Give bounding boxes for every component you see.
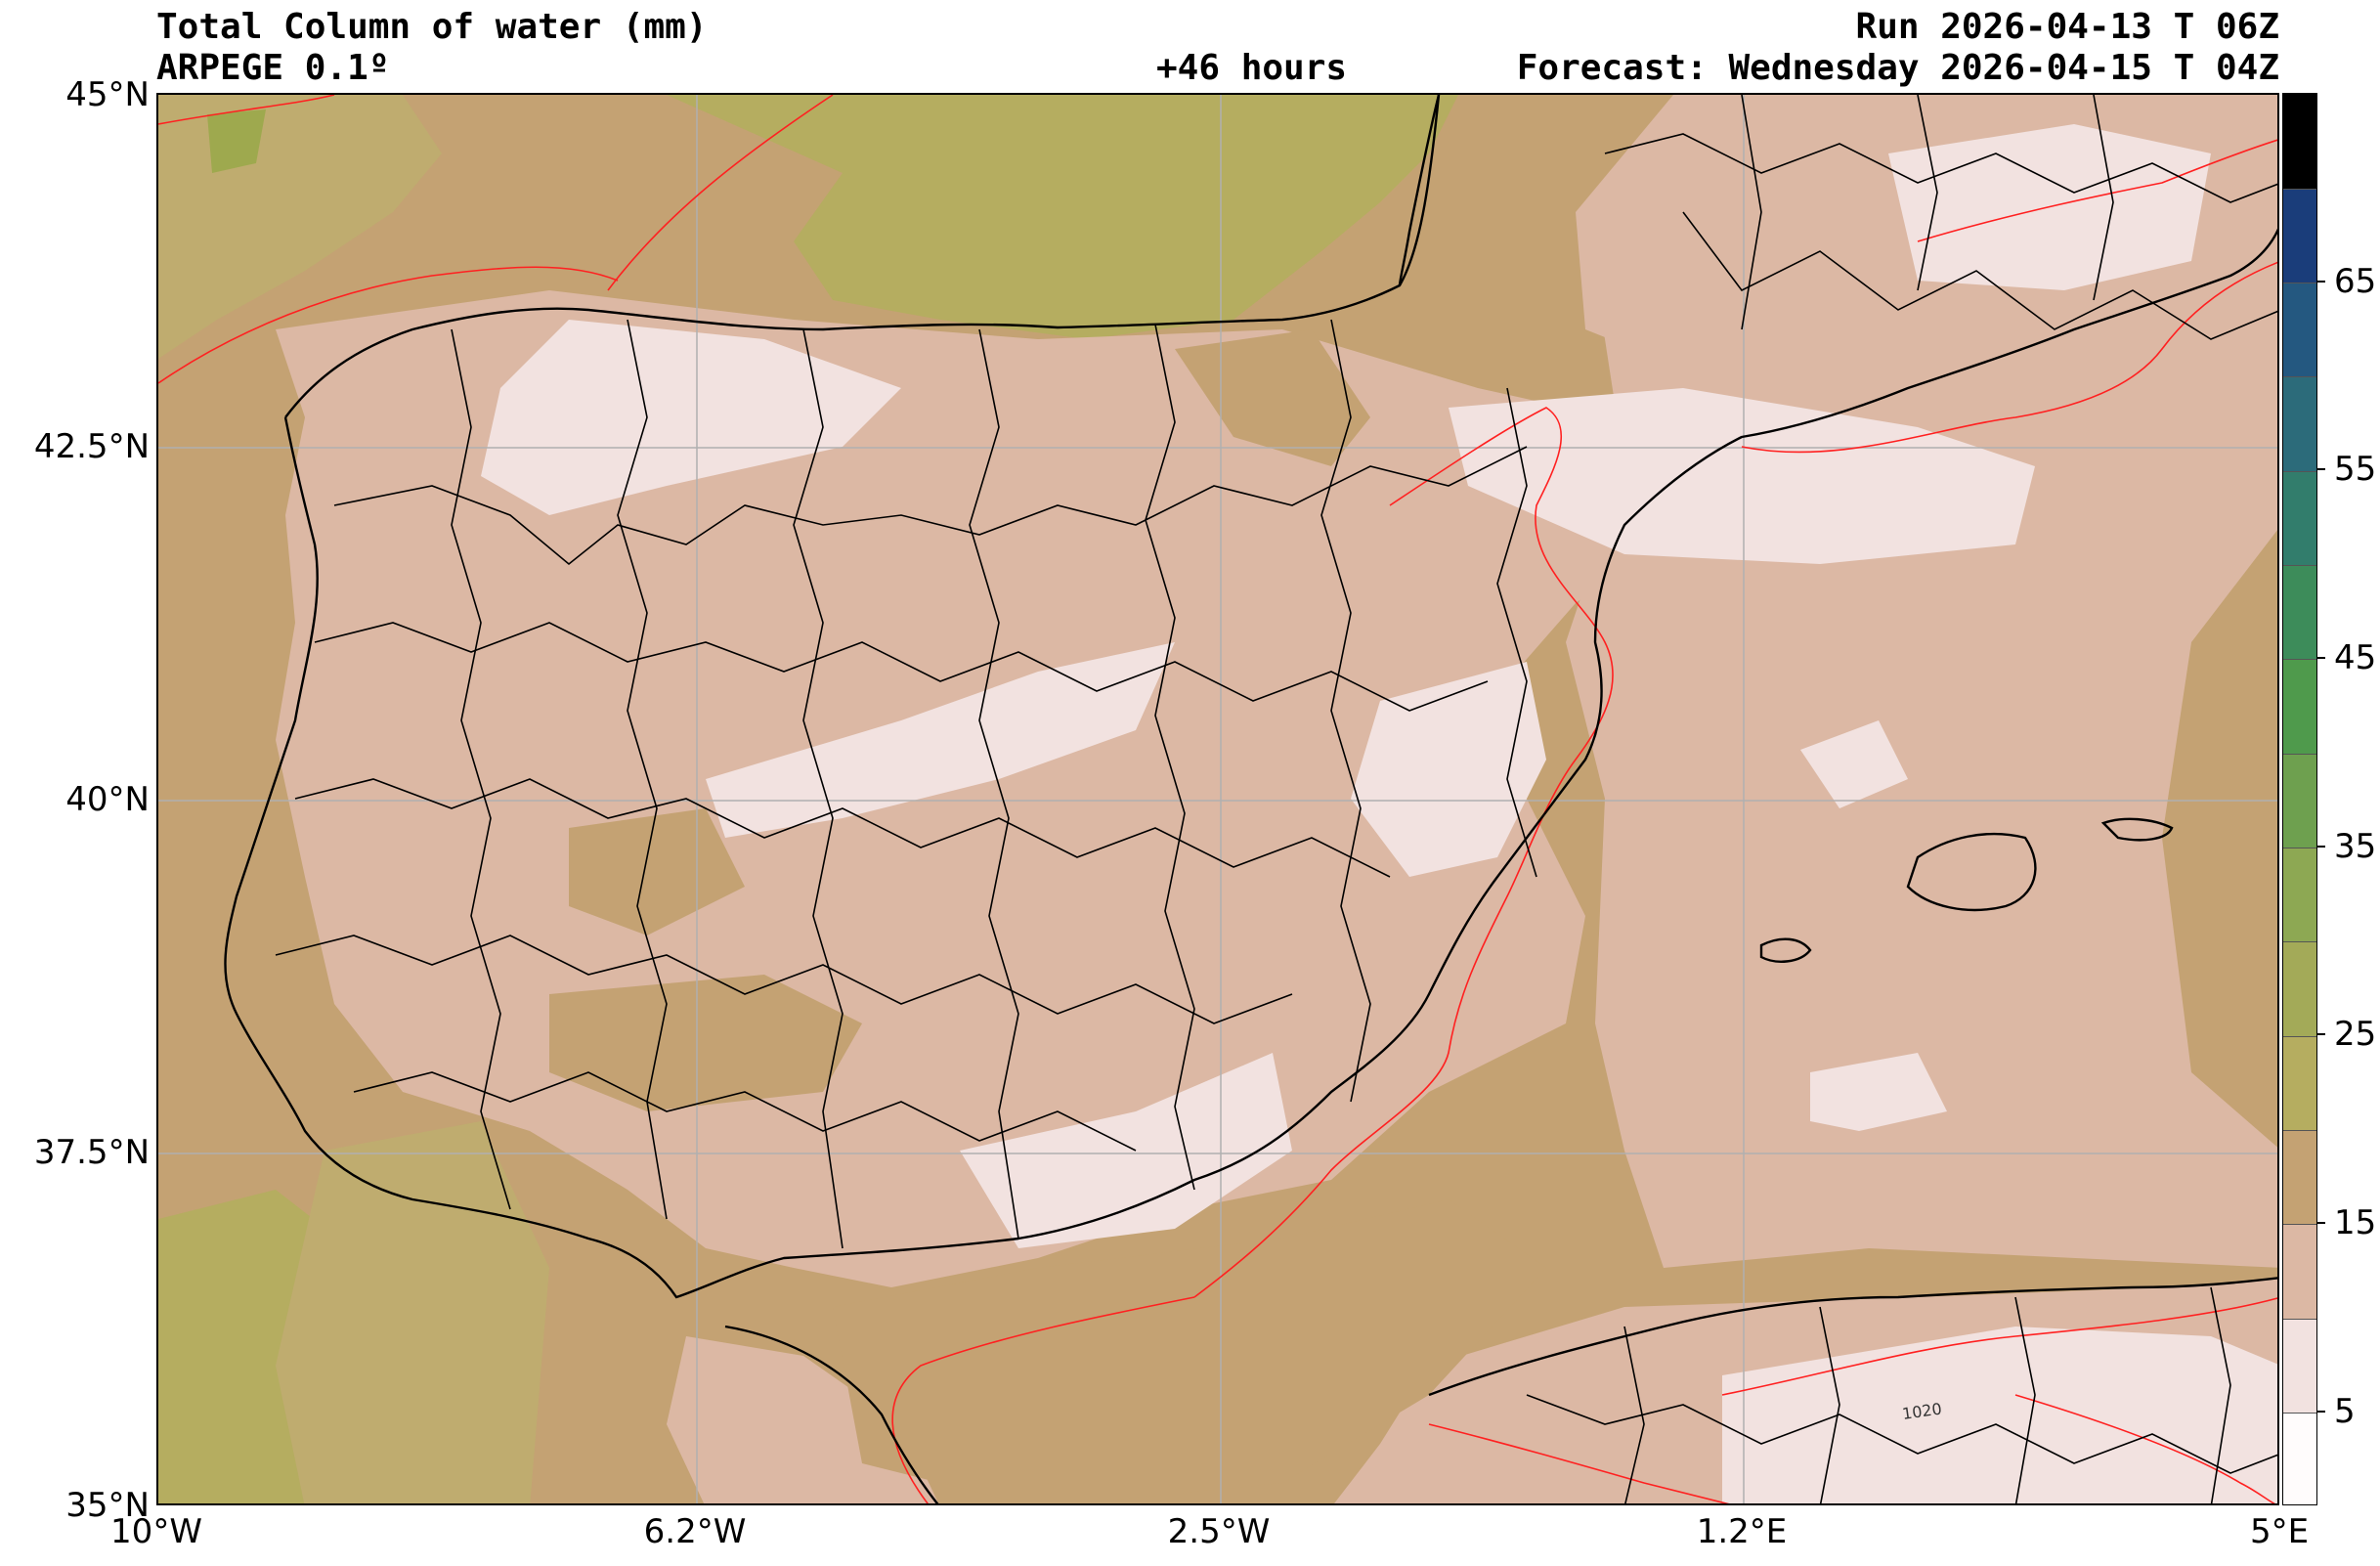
run-time: Run 2026-04-13 T 06Z xyxy=(1855,7,2279,47)
colorbar-label: 25 xyxy=(2334,1015,2377,1055)
colorbar-segment xyxy=(2283,376,2316,472)
colorbar-tick xyxy=(2317,468,2325,471)
model-name: ARPEGE 0.1º xyxy=(156,48,390,88)
alboran-moderate-area xyxy=(833,1199,1546,1503)
colorbar-tick xyxy=(2317,845,2325,848)
duero-moderate-patch xyxy=(569,808,745,935)
ibiza xyxy=(1759,937,1812,963)
lon-tick-6-2w: 6.2°W xyxy=(643,1512,747,1551)
colorbar xyxy=(2282,93,2317,1505)
lon-tick-1-2e: 1.2°E xyxy=(1696,1512,1788,1551)
balearic-sea-dry-patch xyxy=(1800,720,1908,808)
colorbar-segment xyxy=(2283,753,2316,849)
colorbar-segment xyxy=(2283,282,2316,378)
biscay-moist-area xyxy=(667,95,1458,339)
colorbar-label: 45 xyxy=(2334,638,2377,677)
guadalquivir-moderate-patch xyxy=(549,975,862,1111)
map-panel[interactable]: 1020 xyxy=(156,93,2279,1505)
mallorca xyxy=(1906,832,2037,912)
central-very-dry xyxy=(706,642,1175,838)
lat-tick-45n: 45°N xyxy=(65,75,150,114)
isobars xyxy=(158,95,2277,1503)
menorca xyxy=(2100,817,2174,842)
colorbar-segment xyxy=(2283,1318,2316,1414)
lon-tick-2-5w: 2.5°W xyxy=(1167,1512,1271,1551)
colorbar-segment xyxy=(2283,188,2316,284)
map-canvas: 1020 xyxy=(158,95,2277,1503)
colorbar-segment xyxy=(2283,470,2316,567)
colorbar-tick xyxy=(2317,657,2325,659)
east-inland-very-dry xyxy=(1351,662,1546,877)
lat-tick-37-5n: 37.5°N xyxy=(33,1133,150,1172)
forecast-valid-time: Forecast: Wednesday 2026-04-15 T 04Z xyxy=(1516,48,2279,88)
admin-borders xyxy=(275,95,2277,1503)
cantabrian-very-dry xyxy=(481,320,901,515)
colorbar-label: 15 xyxy=(2334,1203,2377,1242)
colorbar-segment xyxy=(2283,1129,2316,1226)
algeria-very-dry xyxy=(1722,1327,2277,1503)
ebro-very-dry xyxy=(1449,388,2035,564)
colorbar-label: 5 xyxy=(2334,1391,2356,1431)
colorbar-tick xyxy=(2317,1033,2325,1036)
lat-tick-40n: 40°N xyxy=(65,780,150,819)
colorbar-tick xyxy=(2317,1222,2325,1224)
colorbar-segment xyxy=(2283,1412,2316,1504)
southwest-moist-core xyxy=(276,1121,549,1503)
graticule xyxy=(158,95,2277,1503)
lat-tick-35n: 35°N xyxy=(65,1486,150,1525)
colorbar-segment xyxy=(2283,564,2316,661)
colorbar-segment xyxy=(2283,1035,2316,1132)
coastlines xyxy=(224,95,2277,1503)
colorbar-segment xyxy=(2283,94,2316,190)
colorbar-label: 55 xyxy=(2334,450,2377,490)
colorbar-segment xyxy=(2283,847,2316,943)
colorbar-segment xyxy=(2283,1224,2316,1320)
northwest-peak xyxy=(207,109,266,173)
colorbar-segment xyxy=(2283,941,2316,1037)
map-title: Total Column of water (mm) xyxy=(156,7,708,47)
lon-tick-5e: 5°E xyxy=(2249,1512,2310,1551)
colorbar-label: 35 xyxy=(2334,826,2377,866)
colorbar-tick xyxy=(2317,280,2325,283)
lon-tick-10w: 10°W xyxy=(110,1512,202,1551)
colorbar-tick xyxy=(2317,1410,2325,1413)
ebro-moderate-patch xyxy=(1175,329,1370,466)
north-africa-coast xyxy=(724,1277,2277,1503)
colorbar-label: 65 xyxy=(2334,261,2377,301)
south-sea-dry-patch xyxy=(1810,1053,1947,1131)
andalusia-very-dry xyxy=(960,1053,1292,1248)
colorbar-segment xyxy=(2283,659,2316,755)
forecast-lead: +46 hours xyxy=(1156,48,1348,88)
lat-tick-42-5n: 42.5°N xyxy=(33,427,150,466)
